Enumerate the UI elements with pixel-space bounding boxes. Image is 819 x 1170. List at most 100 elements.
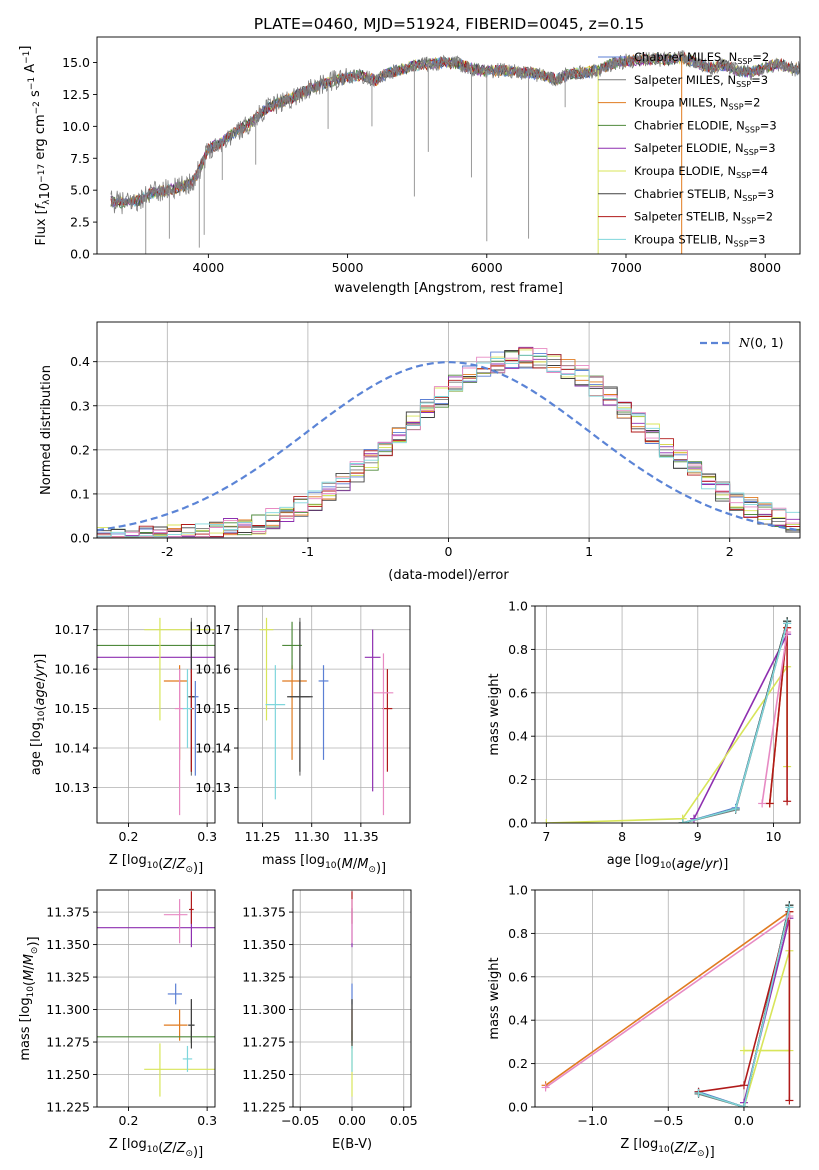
errorbar-point [163,1009,188,1041]
axes-frame [96,36,801,255]
errorbar-point [144,617,215,721]
y-tick-label: 11.250 [242,1067,286,1082]
x-tick-label: 7 [542,829,550,844]
mass-weight-line [698,907,791,1107]
massweight-vs-age-axes: 7 8 9 10 0.0 0.2 0.4 0.6 0.8 1.0 [508,599,801,844]
y-axis-label: Flux [fλ10−17 erg cm−2 s−1 A−1] [18,46,53,246]
x-tick-label: 0.05 [390,1113,418,1128]
errorbar-point [265,665,286,800]
mass-weight-line [545,915,790,1089]
y-tick-label: 11.225 [46,1100,90,1115]
y-tick-label: 11.350 [242,937,286,952]
x-tick-label: −0.05 [281,1113,319,1128]
y-tick-label: 10.14 [195,741,231,756]
y-axis-label: mass [log10(M/M⊙)] [18,936,41,1060]
y-tick-label: 0.4 [508,1013,528,1028]
x-axis-label: Z [log10(Z/Z⊙)] [620,1137,714,1160]
massweight-vs-Z-plot-area [541,901,794,1107]
x-tick-label: 0.0 [734,1113,754,1128]
x-tick-label: 2 [726,544,734,559]
y-tick-label: 11.325 [242,970,286,985]
x-tick-label: 9 [694,829,702,844]
errorbar-point [282,621,302,670]
x-tick-label: 7000 [610,260,642,275]
x-tick-label: -2 [161,544,173,559]
y-tick-label: 10.14 [54,741,90,756]
x-axis-label: (data-model)/error [388,568,509,583]
y-tick-label: 10.13 [54,780,90,795]
errorbar-point [188,999,195,1049]
y-axis-label: mass weight [487,957,502,1039]
mass-weight-line [761,631,788,804]
y-tick-label: 10.17 [54,622,90,637]
errorbar-point [318,665,329,760]
errorbar-point [144,1043,215,1097]
residual-legend: N(0, 1) [700,335,784,350]
x-axis-label: Z [log10(Z/Z⊙)] [109,853,203,876]
y-tick-label: 0.6 [508,685,528,700]
legend-entry: Kroupa MILES, NSSP=2 [634,96,760,112]
errorbar-point [182,669,193,749]
y-axis-label: Normed distribution [39,365,54,495]
y-tick-label: 11.300 [46,1002,90,1017]
errorbar-point [364,629,381,792]
spectrum-axes: 4000 5000 6000 7000 8000 0.0 2.5 5.0 7.5 10.0 12.5… [62,36,801,275]
y-tick-label: 11.375 [46,905,90,920]
y-tick-label: 1.0 [508,883,528,898]
x-tick-label: 8000 [749,260,781,275]
legend-entry: Kroupa ELODIE, NSSP=4 [634,164,768,180]
x-tick-label: 0.00 [338,1113,366,1128]
x-tick-label: 0.3 [197,1113,217,1128]
x-tick-label: 0.2 [119,1113,139,1128]
axes-frame [534,605,801,824]
y-tick-label: 0.8 [508,642,528,657]
axes-frame [534,889,801,1108]
x-axis-label: mass [log10(M/M⊙)] [262,853,386,876]
mass-weight-line [693,633,788,820]
legend-entry: Salpeter MILES, NSSP=3 [634,73,768,89]
x-tick-label: 6000 [471,260,503,275]
x-tick-label: -1 [302,544,314,559]
axes-frame [96,889,216,1108]
y-tick-label: 11.275 [242,1035,286,1050]
legend-entry: Kroupa STELIB, NSSP=3 [634,232,765,248]
mass-weight-line [698,911,791,1101]
x-tick-label: 5000 [332,260,364,275]
figure-title: PLATE=0460, MJD=51924, FIBERID=0045, z=0… [254,15,644,33]
errorbar-point [282,665,307,760]
y-tick-label: 0.2 [508,772,528,787]
massweight-vs-Z-axes: −1.0 −0.5 0.0 0.0 0.2 0.4 0.6 0.8 1.0 [508,883,801,1128]
errorbar-point [373,653,394,816]
y-tick-label: 2.5 [70,215,90,230]
errorbar-point [382,669,393,772]
y-tick-label: 10.15 [54,701,90,716]
legend-entry: Chabrier STELIB, NSSP=3 [634,187,774,203]
y-tick-label: 0.2 [508,1056,528,1071]
x-tick-label: 0 [445,544,453,559]
y-tick-label: 10.13 [195,780,231,795]
y-tick-label: 15.0 [62,55,90,70]
age-vs-Z-axes: 0.2 0.3 10.13 10.14 10.15 10.16 10.17 [54,605,217,844]
massweight-vs-age-plot-area [542,617,792,823]
age-vs-Z-plot-area [97,617,215,816]
y-tick-label: 0.0 [508,1100,528,1115]
y-tick-label: 7.5 [70,151,90,166]
y-tick-label: 0.1 [70,486,90,501]
y-tick-label: 11.300 [242,1002,286,1017]
y-tick-label: 0.4 [508,729,528,744]
x-tick-label: 10 [766,829,782,844]
y-axis-label: mass weight [487,673,502,755]
residuals-plot-area [97,346,800,538]
y-tick-label: 0.6 [508,969,528,984]
y-tick-label: 10.17 [195,622,231,637]
x-axis-label: wavelength [Angstrom, rest frame] [334,281,563,296]
legend-entry: Salpeter STELIB, NSSP=2 [634,210,773,226]
y-tick-label: 11.250 [46,1067,90,1082]
y-tick-label: 11.275 [46,1035,90,1050]
mass-vs-Z-plot-area [97,891,215,1097]
legend-entry: Salpeter ELODIE, NSSP=3 [634,141,776,157]
mass-vs-EBV-axes: −0.05 0.00 0.05 11.225 11.250 11.275 11.300 11.… [242,889,418,1128]
x-axis-label: Z [log10(Z/Z⊙)] [109,1137,203,1160]
y-tick-label: 10.15 [195,701,231,716]
